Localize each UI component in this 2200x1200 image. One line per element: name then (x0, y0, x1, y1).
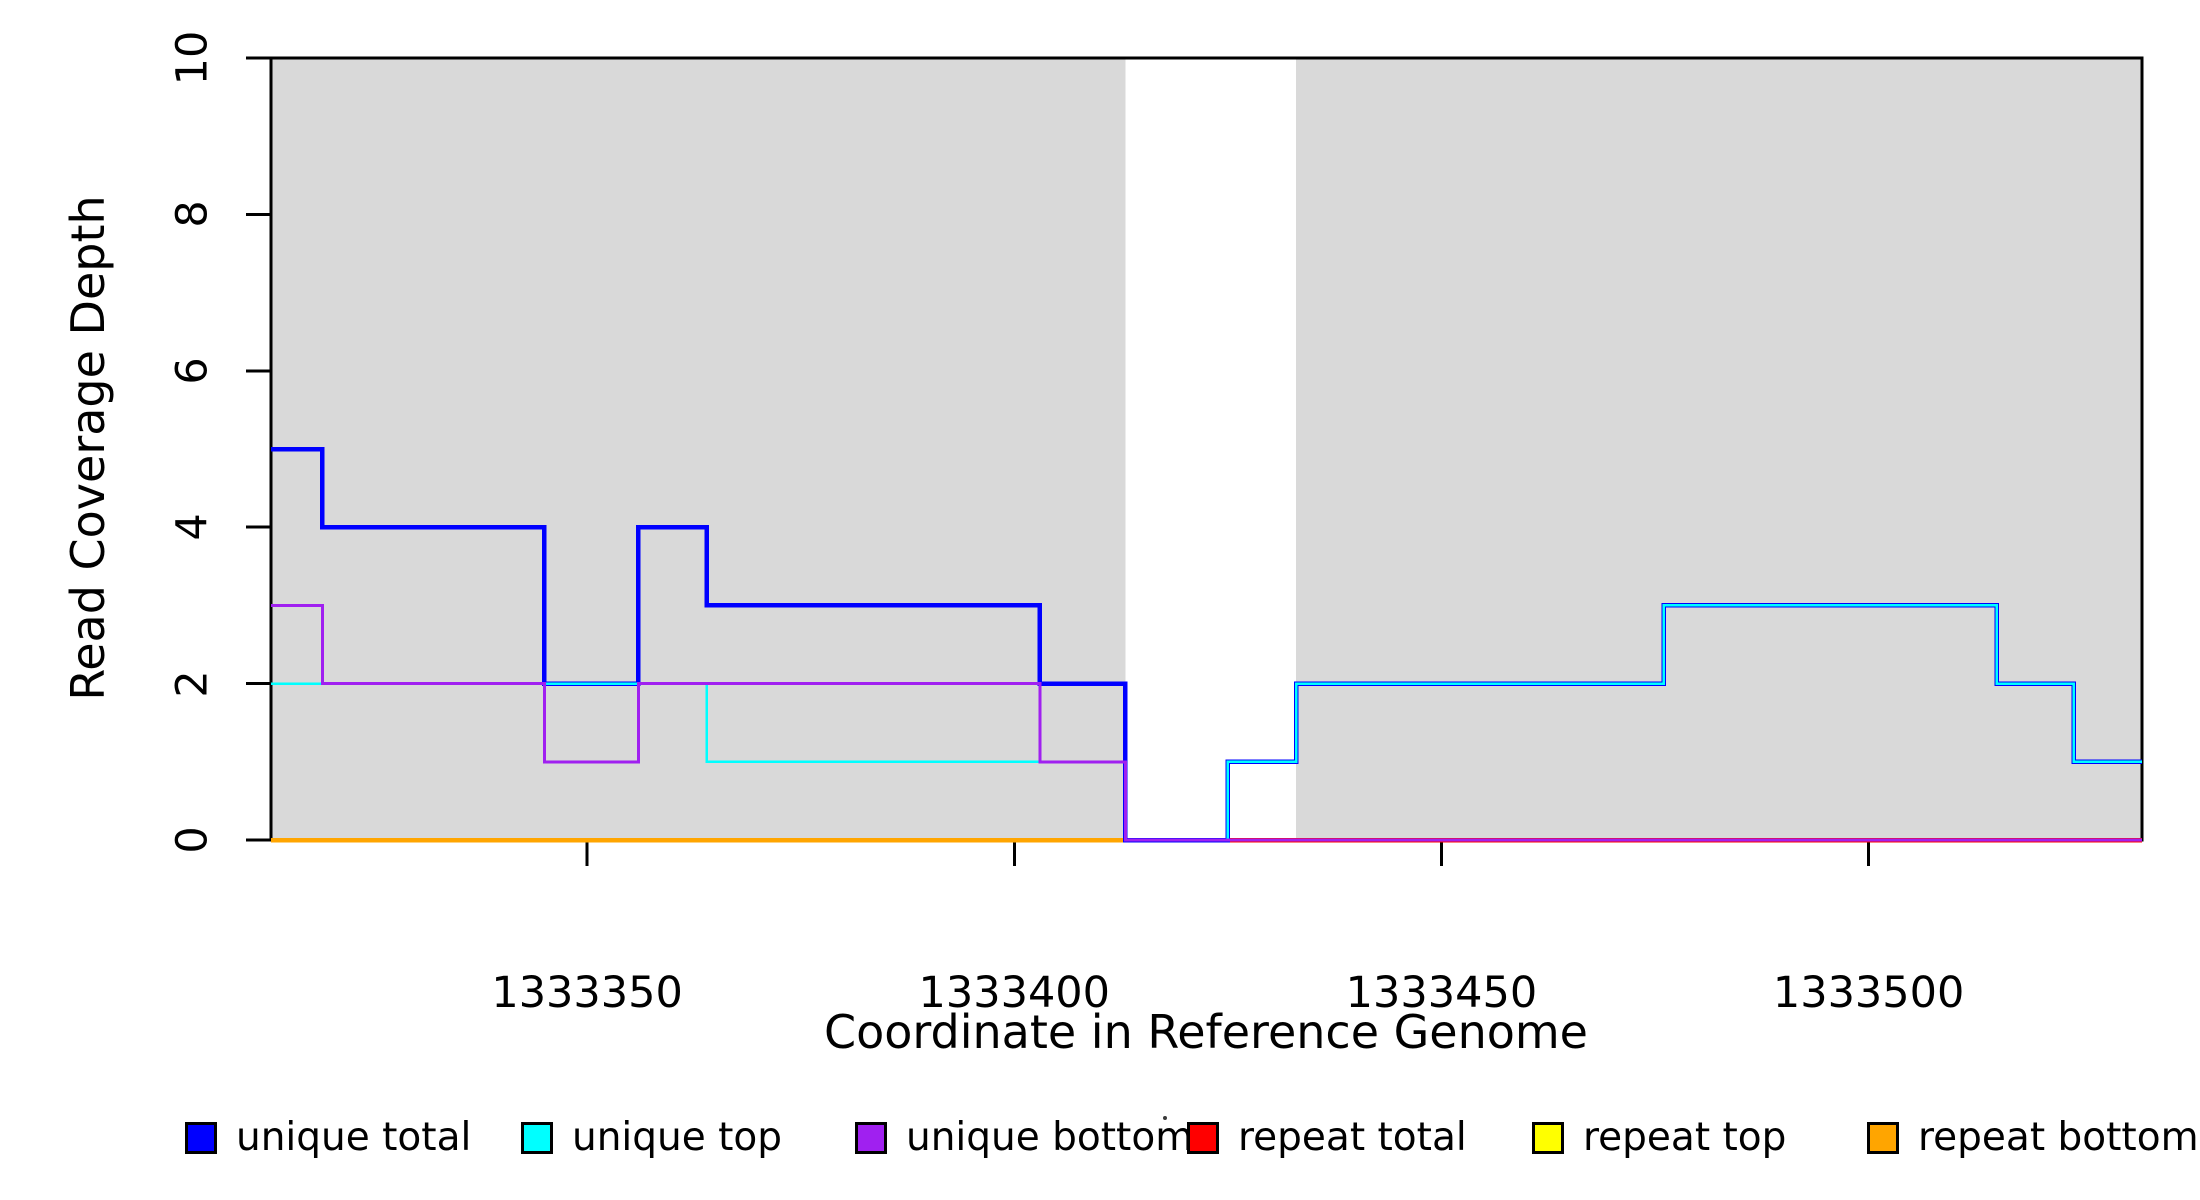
legend-swatch-icon (185, 1122, 217, 1154)
legend-item-repeat-bottom: repeat bottom (1867, 1115, 2199, 1160)
series-unique-top (271, 604, 2142, 842)
legend-item-repeat-top: repeat top (1532, 1115, 1787, 1160)
x-tick-label: 1333350 (491, 968, 683, 1018)
y-tick-label: 8 (167, 200, 218, 229)
legend-label: repeat bottom (1918, 1115, 2199, 1160)
legend-label: repeat total (1238, 1115, 1467, 1160)
y-tick-label: 2 (167, 669, 218, 698)
series-unique-bottom (271, 603, 2142, 842)
legend-swatch-icon (1187, 1122, 1219, 1154)
legend-label: repeat top (1583, 1115, 1787, 1160)
legend-item-unique-total: unique total (185, 1115, 472, 1160)
y-tick-label: 0 (167, 826, 218, 854)
x-tick-label: 1333500 (1772, 968, 1965, 1018)
legend-item-unique-top: unique top (521, 1115, 783, 1160)
legend-item-unique-bottom: unique bottom (855, 1115, 1194, 1160)
legend-label: unique bottom (906, 1115, 1194, 1160)
legend-swatch-icon (855, 1122, 887, 1154)
right-repeat-region (1296, 58, 2142, 840)
legend-item-repeat-total: repeat total (1187, 1115, 1467, 1160)
legend-swatch-icon (521, 1122, 553, 1154)
legend-swatch-icon (1867, 1122, 1899, 1154)
x-tick-label: 1333400 (918, 968, 1111, 1018)
left-repeat-region (271, 58, 1126, 840)
y-tick-label: 4 (167, 513, 218, 541)
legend-label: unique total (236, 1115, 472, 1160)
y-tick-label: 10 (167, 30, 218, 86)
legend-swatch-icon (1532, 1122, 1564, 1154)
x-tick-label: 1333450 (1345, 968, 1538, 1018)
x-axis-title: Coordinate in Reference Genome (824, 1005, 1588, 1059)
y-tick-label: 6 (167, 357, 218, 385)
stray-dot (1163, 1116, 1167, 1120)
legend-label: unique top (572, 1115, 783, 1160)
y-axis-title: Read Coverage Depth (61, 195, 115, 701)
